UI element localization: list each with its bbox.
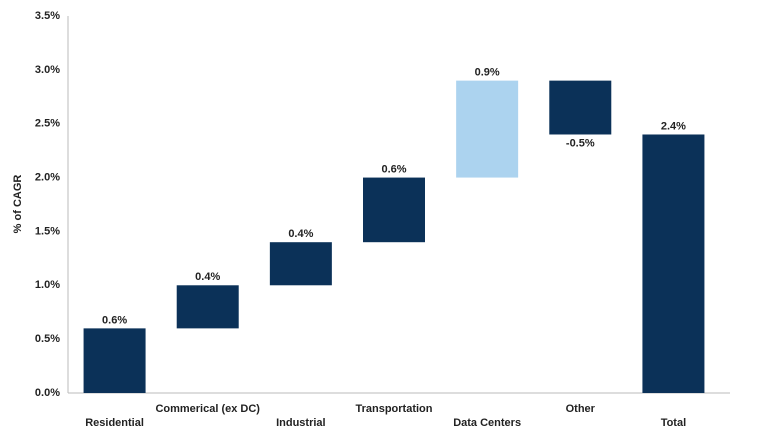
x-tick-label: Residential — [85, 417, 144, 429]
bar — [269, 242, 332, 286]
bar — [83, 328, 146, 393]
x-tick-label: Industrial — [276, 417, 326, 429]
x-tick-label: Total — [661, 417, 686, 429]
y-tick-label: 0.0% — [35, 387, 60, 399]
bar — [176, 285, 239, 329]
x-tick-label: Commerical (ex DC) — [155, 403, 260, 415]
y-tick-label: 1.0% — [35, 279, 60, 291]
y-axis-label: % of CAGR — [12, 175, 24, 234]
y-tick-label: 2.0% — [35, 171, 60, 183]
y-tick-label: 1.5% — [35, 225, 60, 237]
value-label: -0.5% — [566, 137, 595, 149]
y-tick-label: 3.5% — [35, 10, 60, 22]
bar — [456, 80, 519, 178]
value-label: 0.6% — [102, 314, 127, 326]
y-tick-label: 2.5% — [35, 118, 60, 130]
y-tick-label: 0.5% — [35, 333, 60, 345]
value-label: 0.4% — [288, 228, 313, 240]
value-label: 0.6% — [381, 163, 406, 175]
value-label: 0.9% — [475, 67, 500, 79]
bar — [549, 80, 612, 135]
x-tick-label: Transportation — [355, 403, 432, 415]
y-tick-label: 3.0% — [35, 64, 60, 76]
x-tick-label: Other — [566, 403, 596, 415]
value-label: 0.4% — [195, 271, 220, 283]
x-tick-label: Data Centers — [453, 417, 521, 429]
bar — [363, 177, 425, 243]
bar — [642, 134, 705, 393]
value-label: 2.4% — [661, 120, 686, 132]
